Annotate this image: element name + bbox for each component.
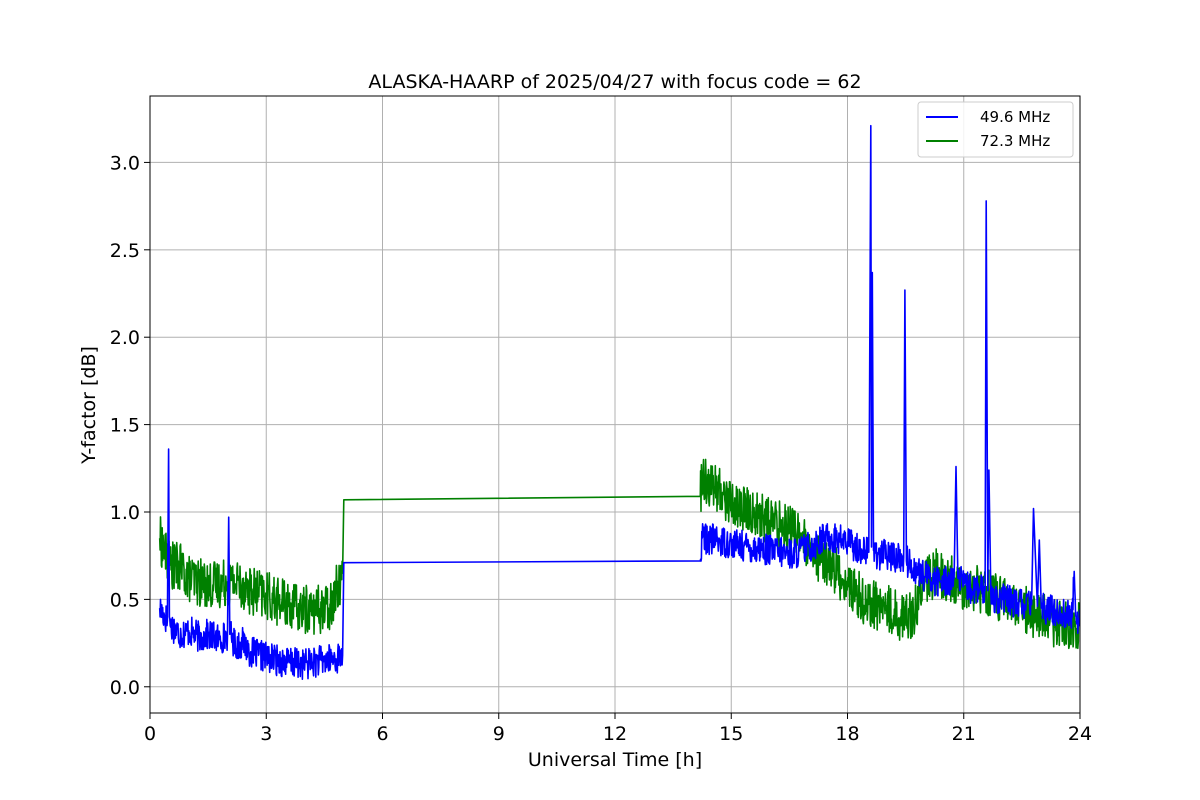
y-tick-label: 1.5 [110,415,140,437]
x-tick-label: 9 [493,723,505,745]
y-tick-label: 1.0 [110,502,140,524]
plot-area [158,124,1080,680]
y-tick-label: 2.0 [110,327,140,349]
series-line-1 [158,124,1080,680]
x-tick-label: 12 [603,723,627,745]
x-tick-label: 0 [144,723,156,745]
x-tick-label: 6 [376,723,388,745]
x-tick-label: 3 [260,723,272,745]
y-tick-label: 0.0 [110,677,140,699]
x-tick-label: 18 [835,723,859,745]
x-tick-label: 21 [952,723,976,745]
x-axis-ticks: 0 3 6 9 12 15 18 21 24 [144,713,1092,745]
legend-label-series-2: 72.3 MHz [980,132,1050,150]
series-layer [158,124,1080,680]
legend-label-series-1: 49.6 MHz [980,108,1050,126]
y-tick-label: 2.5 [110,240,140,262]
chart-title: ALASKA-HAARP of 2025/04/27 with focus co… [368,71,861,93]
legend: 49.6 MHz 72.3 MHz [917,101,1074,158]
series-line-2 [158,458,1080,650]
x-tick-label: 24 [1068,723,1092,745]
legend-box [917,101,1074,158]
y-axis-label: Y-factor [dB] [78,346,100,465]
y-axis-ticks: 0.0 0.5 1.0 1.5 2.0 2.5 3.0 [110,152,150,699]
x-tick-label: 15 [719,723,743,745]
x-axis-label: Universal Time [h] [528,749,702,771]
y-tick-label: 3.0 [110,152,140,174]
y-tick-label: 0.5 [110,589,140,611]
